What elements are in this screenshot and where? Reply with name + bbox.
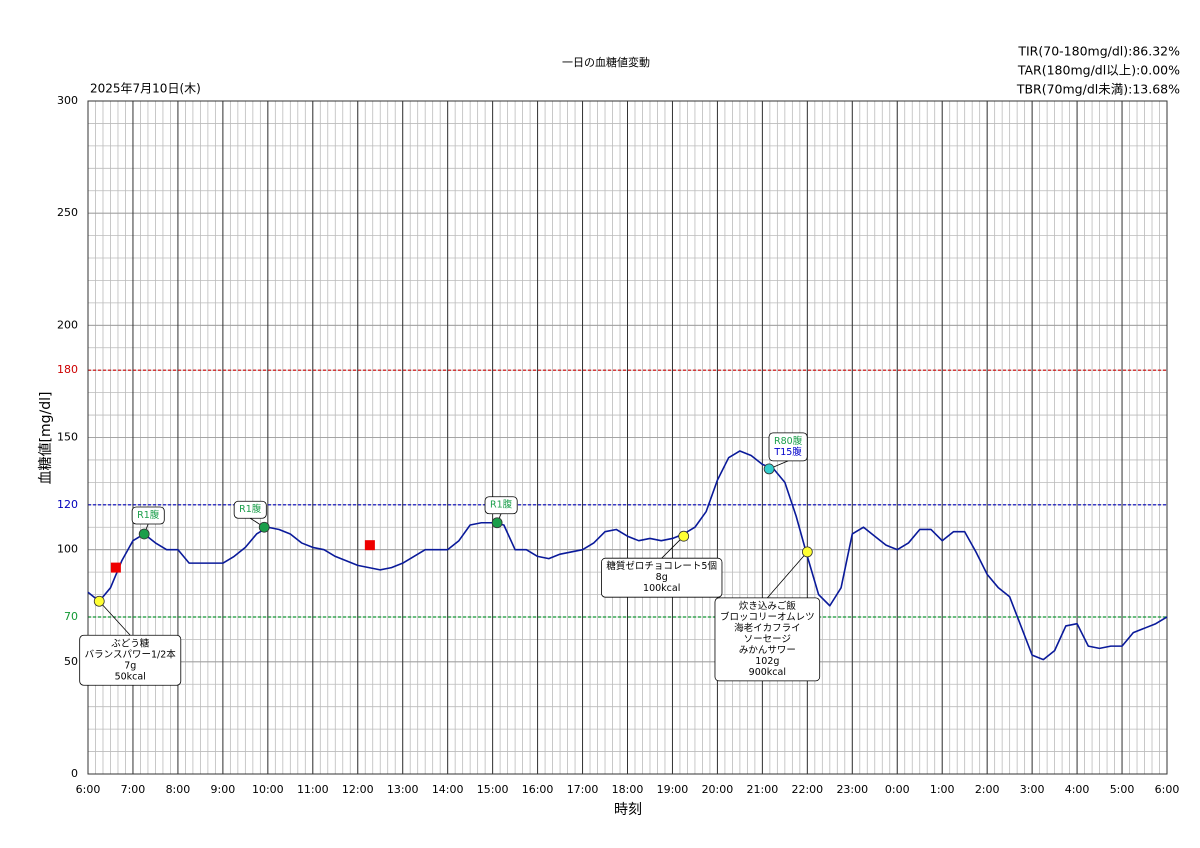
x-tick-label: 19:00	[657, 783, 689, 796]
callout-text: R1腹	[137, 509, 160, 521]
date: 2025年7月10日(木)	[90, 82, 201, 96]
x-tick-label: 23:00	[836, 783, 868, 796]
insulin-marker	[138, 528, 150, 540]
callout: 炊き込みご飯ブロッコリーオムレツ海老イカフライソーセージみかんサワー102g90…	[714, 551, 821, 682]
callout-text: 900kcal	[749, 667, 786, 678]
x-tick-label: 15:00	[477, 783, 509, 796]
callout-text: T15腹	[773, 446, 802, 458]
callout-text: ブロッコリーオムレツ	[720, 611, 815, 623]
x-tick-label: 7:00	[121, 783, 146, 796]
insulin-marker	[258, 521, 270, 533]
callout-line	[767, 551, 808, 599]
callout-text: バランスパワー1/2本	[85, 648, 177, 660]
x-tick-label: 4:00	[1065, 783, 1090, 796]
callout-text: ぶどう糖	[111, 637, 150, 649]
callout-text: 100kcal	[643, 583, 680, 594]
x-tick-label: 20:00	[702, 783, 734, 796]
x-tick-label: 10:00	[252, 783, 284, 796]
y-tick-label: 250	[57, 206, 78, 219]
callout-box	[233, 500, 267, 519]
x-tick-label: 2:00	[975, 783, 1000, 796]
callout-text: みかんサワー	[739, 645, 796, 656]
x-tick-label: 0:00	[885, 783, 910, 796]
x-tick-label: 16:00	[522, 783, 554, 796]
y-tick-label: 180	[57, 363, 78, 376]
callout-text: R1腹	[490, 499, 513, 511]
y-tick-label: 300	[57, 94, 78, 107]
insulin-marker	[763, 463, 775, 475]
stat: TIR(70-180mg/dl):86.32%	[1017, 44, 1180, 59]
callout-text: 糖質ゼロチョコレート5個	[606, 560, 717, 572]
meal-marker	[93, 595, 105, 607]
y-axis-label: 血糖値[mg/dl]	[38, 392, 54, 485]
callout-text: R1腹	[239, 503, 262, 515]
fingerstick-marker	[364, 540, 375, 551]
y-tick-label: 70	[64, 610, 78, 623]
x-tick-label: 6:00	[1155, 783, 1180, 796]
x-tick-label: 11:00	[297, 783, 329, 796]
callout-box	[601, 557, 723, 598]
fingerstick-marker	[110, 562, 121, 573]
callout-box	[714, 597, 821, 682]
callout-text: 50kcal	[115, 671, 146, 682]
x-tick-label: 14:00	[432, 783, 464, 796]
plot-frame	[87, 100, 1168, 775]
x-axis-label: 時刻	[614, 802, 642, 818]
x-tick-label: 12:00	[342, 783, 374, 796]
callout-text: ソーセージ	[744, 634, 791, 645]
callout-line	[98, 600, 131, 636]
x-tick-label: 22:00	[791, 783, 823, 796]
callout-text: 7g	[124, 660, 136, 671]
y-tick-label: 120	[57, 498, 78, 511]
y-tick-label: 100	[57, 543, 78, 556]
y-tick-label: 150	[57, 431, 78, 444]
x-tick-label: 6:00	[76, 783, 101, 796]
callout-text: 102g	[755, 656, 779, 667]
stat: TBR(70mg/dl未満):13.68%	[1016, 82, 1180, 97]
meal-marker	[801, 546, 813, 558]
y-tick-label: 50	[64, 655, 78, 668]
y-tick-label: 0	[71, 767, 78, 780]
meal-marker	[678, 530, 690, 542]
callout: R1腹	[131, 506, 165, 535]
callout-text: 海老イカフライ	[734, 622, 801, 634]
callout-box	[484, 496, 518, 515]
x-tick-label: 5:00	[1110, 783, 1135, 796]
x-tick-label: 9:00	[211, 783, 236, 796]
y-tick-label: 200	[57, 318, 78, 331]
callout-box	[768, 432, 808, 462]
x-tick-label: 18:00	[612, 783, 644, 796]
insulin-marker	[491, 517, 503, 529]
x-tick-label: 21:00	[747, 783, 779, 796]
callout-text: 炊き込みご飯	[739, 600, 797, 612]
chart-title: 一日の血糖値変動	[562, 55, 650, 69]
callout: R1腹	[233, 500, 267, 528]
callout-box	[131, 506, 165, 525]
callout-text: R80腹	[774, 435, 803, 447]
x-tick-label: 13:00	[387, 783, 419, 796]
stat: TAR(180mg/dl以上):0.00%	[1017, 63, 1180, 78]
callout-text: 8g	[656, 572, 668, 583]
x-tick-label: 1:00	[930, 783, 955, 796]
x-tick-label: 17:00	[567, 783, 599, 796]
x-tick-label: 8:00	[166, 783, 191, 796]
callout-box	[79, 634, 182, 686]
x-tick-label: 3:00	[1020, 783, 1045, 796]
